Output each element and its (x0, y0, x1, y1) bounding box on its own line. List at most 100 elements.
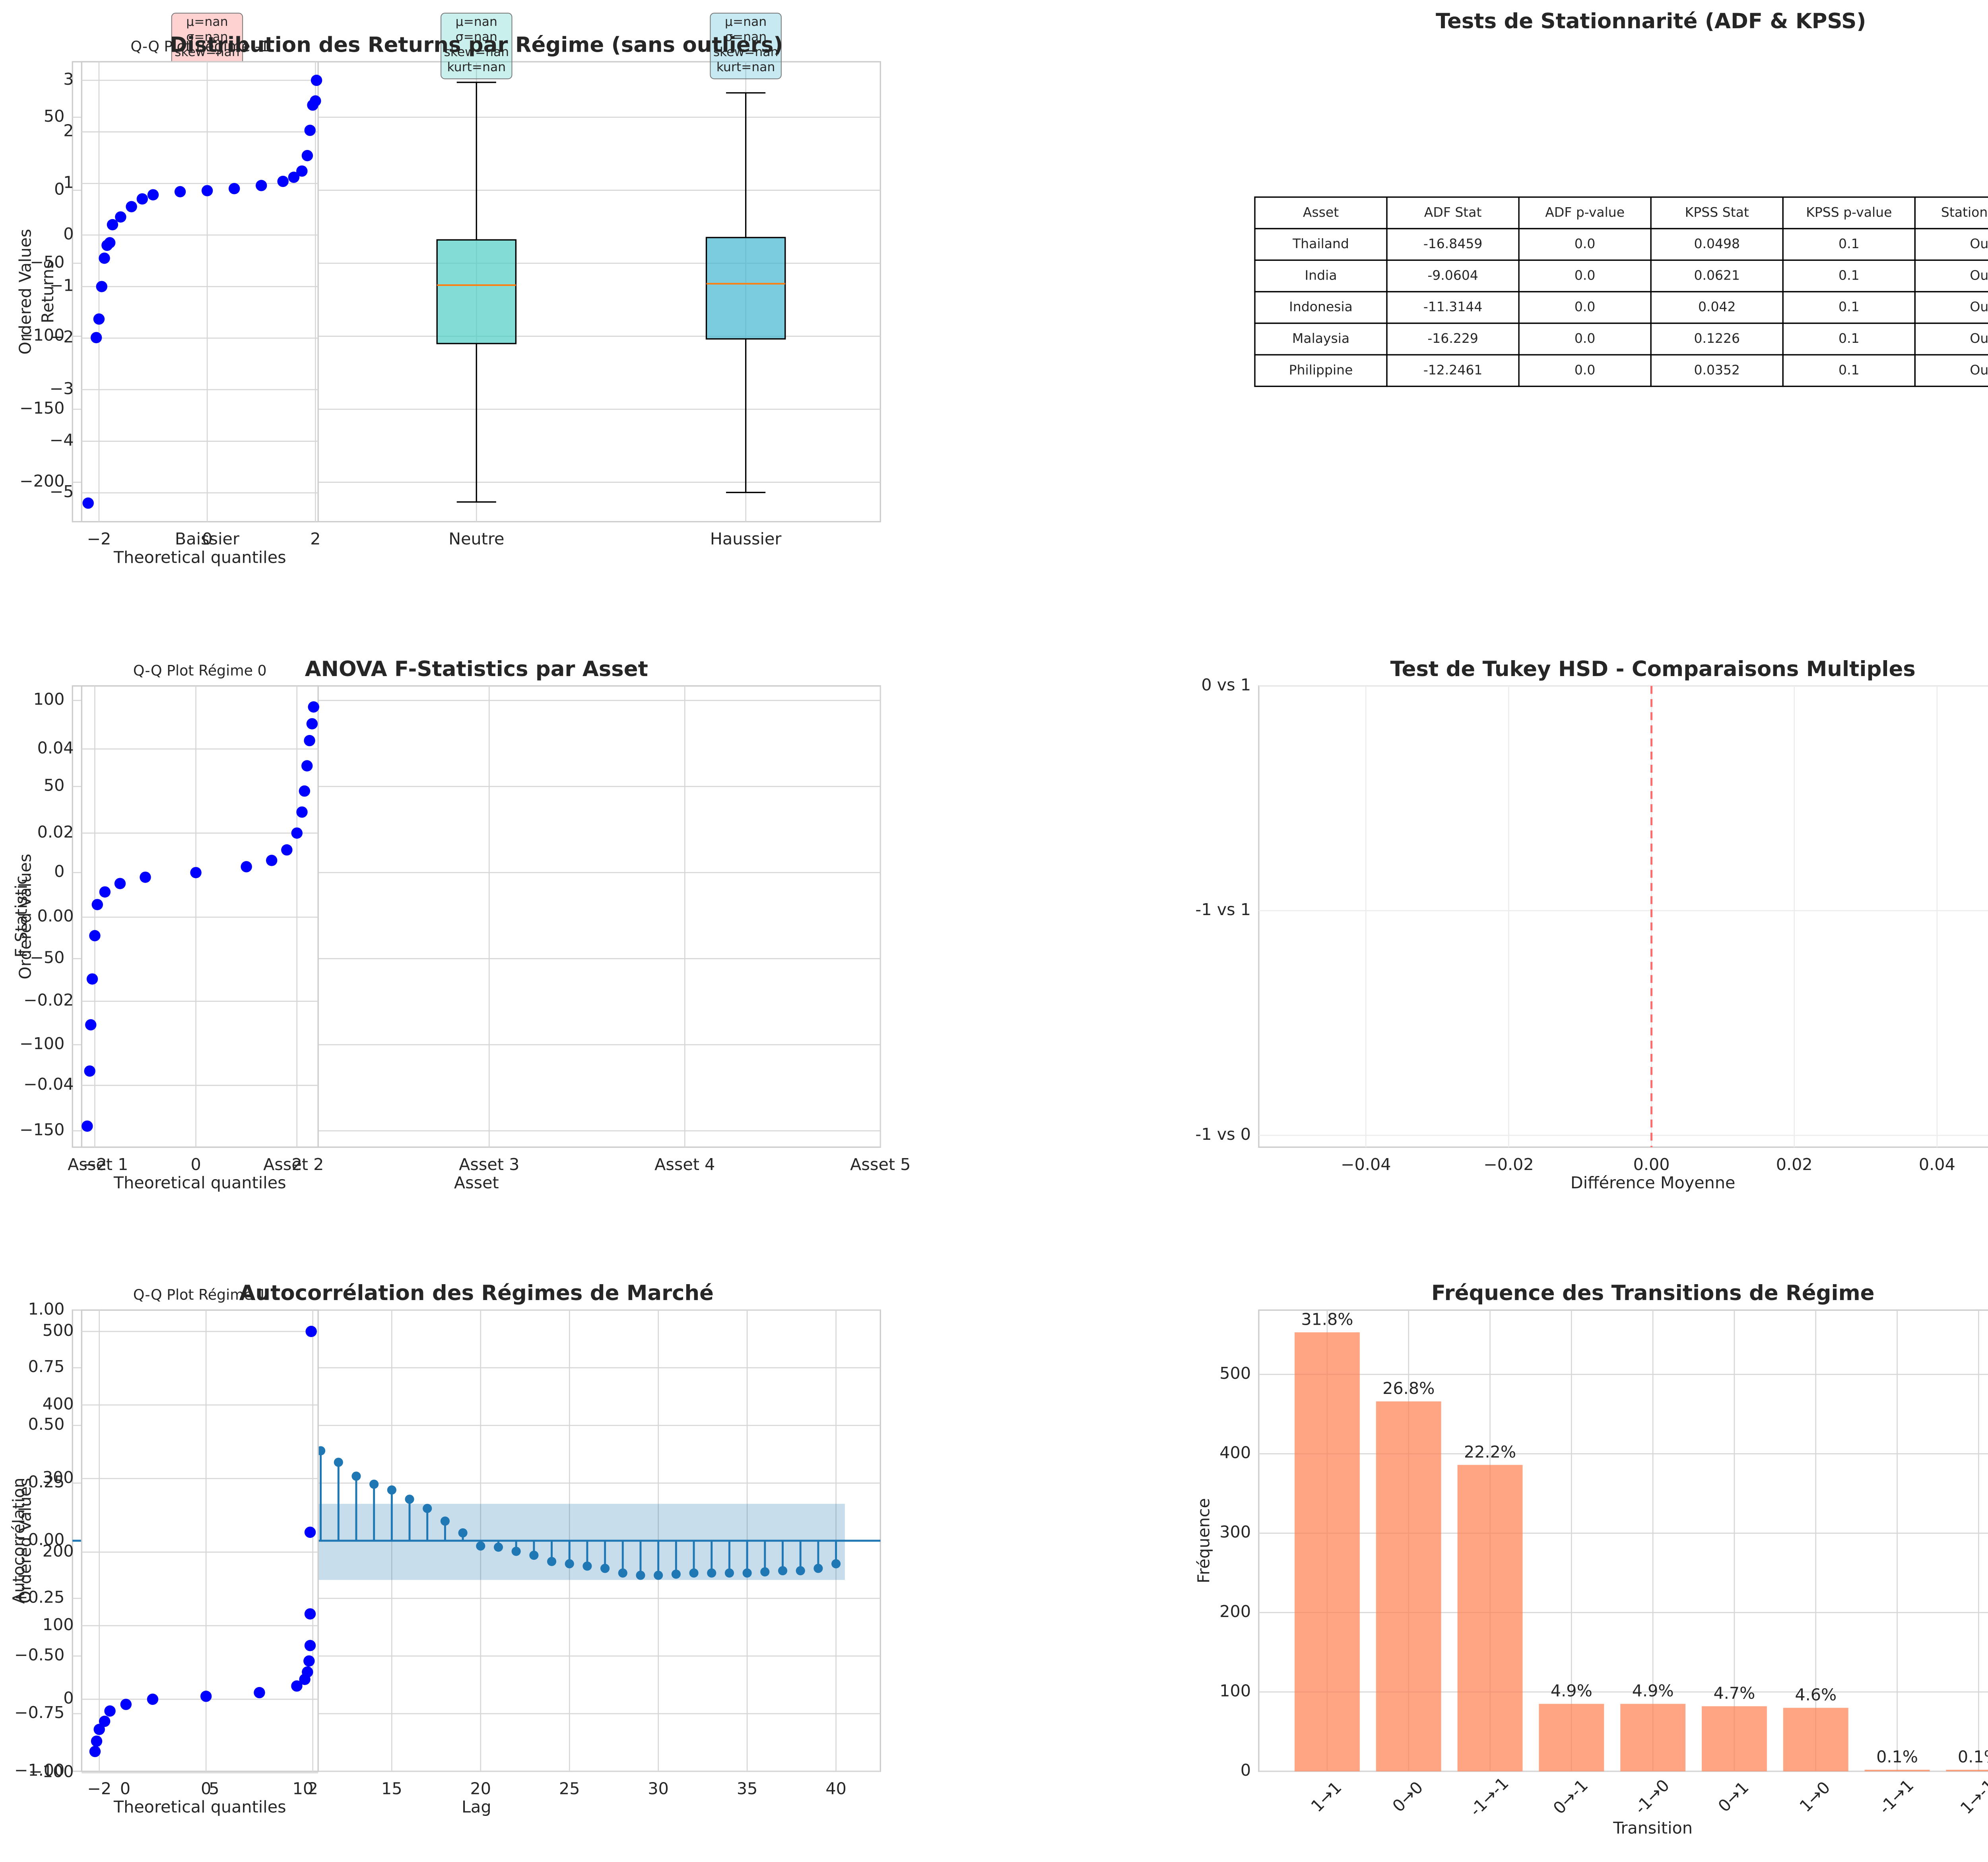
y-tick-label: 300 (1219, 1522, 1251, 1541)
x-tick-label: 0.00 (1633, 1155, 1670, 1174)
bar (1539, 1704, 1604, 1772)
table-text: KPSS p-value (1806, 204, 1892, 220)
y-tick-label: 1 (63, 173, 74, 192)
table-cell (1386, 354, 1520, 387)
axes-title: Q-Q Plot Régime 1 (133, 1286, 267, 1303)
qq-point (301, 150, 313, 161)
qq-point (82, 1120, 93, 1132)
y-tick-label: −100 (19, 1034, 64, 1053)
table-text: -16.8459 (1423, 236, 1483, 251)
table-cell (1254, 354, 1388, 387)
y-tick-label: 500 (1219, 1364, 1251, 1383)
qq-point (93, 1724, 105, 1735)
qq-point (93, 313, 105, 325)
qq-point (304, 1608, 316, 1620)
y-tick-label: 3 (63, 70, 74, 89)
qq-point (85, 1019, 97, 1031)
acf-point (529, 1551, 539, 1560)
qq-point (304, 1640, 316, 1651)
x-tick-label: Asset 1 (68, 1155, 128, 1174)
table-text: -9.0604 (1427, 267, 1478, 283)
axes-title: Q-Q Plot Régime -1 (130, 38, 269, 55)
x-tick-label: 1→0 (1796, 1778, 1834, 1816)
table-cell (1650, 228, 1784, 261)
y-axis-label: Fréquence (1194, 1498, 1213, 1583)
y-tick-label: 0 (1241, 1761, 1251, 1780)
x-tick-label: Neutre (448, 529, 504, 548)
qq-point (304, 735, 315, 746)
table-text: 0.0 (1574, 236, 1596, 251)
stat-text: σ=nan (725, 30, 767, 44)
stat-text: skew=nan (713, 45, 779, 59)
y-tick-label: 0 (63, 1689, 74, 1708)
acf-point (334, 1458, 343, 1467)
qq-point (296, 165, 308, 177)
y-tick-label: 100 (33, 690, 65, 709)
qq-point (241, 861, 252, 873)
y-tick-label: 300 (43, 1468, 74, 1487)
table-cell (1518, 354, 1652, 387)
table-text: India (1305, 267, 1337, 283)
x-tick-label: 0→-1 (1549, 1776, 1592, 1818)
x-tick-label: -1→0 (1631, 1776, 1673, 1818)
x-tick-label: 35 (737, 1779, 758, 1798)
axes-frame (81, 61, 319, 523)
y-tick-label: 100 (1219, 1681, 1251, 1700)
acf-point (547, 1557, 557, 1566)
table-title: Tests de Stationnarité (ADF & KPSS) (1436, 9, 1866, 33)
qq-point (147, 189, 159, 200)
y-tick-label: 0 (54, 179, 64, 198)
stat-text: μ=nan (456, 15, 497, 29)
x-tick-label: 0→0 (1389, 1778, 1427, 1816)
x-tick-label: −2 (87, 1779, 111, 1798)
qq-point (305, 1326, 317, 1337)
qq-point (86, 973, 98, 985)
x-tick-label: 0 (190, 1155, 201, 1174)
y-tick-label: 0.25 (28, 1472, 64, 1491)
bar-label: 26.8% (1382, 1379, 1435, 1398)
qq-point (190, 867, 202, 879)
qq-point (96, 281, 107, 292)
bar-label: 31.8% (1301, 1310, 1353, 1329)
y-tick-label: 0 vs 1 (1201, 675, 1251, 694)
acf-point (742, 1568, 752, 1578)
qq-point (104, 1705, 116, 1717)
qq-point (277, 175, 289, 187)
x-tick-label: 0.04 (1919, 1155, 1955, 1174)
table-text: -16.229 (1427, 330, 1478, 346)
acf-point (724, 1568, 734, 1578)
x-tick-label: −0.02 (1483, 1155, 1534, 1174)
qq-point (310, 95, 321, 107)
y-tick-label: 0.00 (37, 906, 74, 925)
bar-label: 4.9% (1632, 1681, 1674, 1701)
table-text: ADF p-value (1545, 204, 1625, 220)
table-text: Oui (1970, 299, 1988, 315)
qq-point (301, 760, 313, 772)
bar (1864, 1770, 1930, 1772)
qq-point (256, 180, 267, 191)
x-tick-label: 0 (202, 529, 212, 548)
table-cell (1782, 228, 1916, 261)
x-tick-label: −0.04 (1341, 1155, 1391, 1174)
table-text: ADF Stat (1424, 204, 1482, 220)
axes-title: Autocorrélation des Régimes de Marché (239, 1281, 714, 1305)
x-tick-label: 5 (209, 1779, 219, 1798)
qq-point (104, 237, 116, 249)
stat-text: kurt=nan (716, 60, 775, 74)
y-tick-label: 400 (1219, 1443, 1251, 1462)
qq-point (120, 1699, 132, 1710)
y-tick-label: 200 (1219, 1602, 1251, 1621)
bar (1702, 1706, 1767, 1772)
table-text: 0.0 (1574, 330, 1596, 346)
y-tick-label: 0.75 (28, 1357, 64, 1376)
stat-text: σ=nan (186, 30, 228, 44)
acf-point (493, 1542, 503, 1552)
bar-label: 4.6% (1795, 1685, 1837, 1705)
acf-point (582, 1561, 592, 1571)
table-text: Stationnaire (1941, 204, 1988, 220)
axes-frame (1258, 685, 1988, 1148)
x-tick-label: −2 (83, 1155, 107, 1174)
axes-title: Test de Tukey HSD - Comparaisons Multipl… (1390, 657, 1916, 681)
stat-text: μ=nan (186, 15, 228, 29)
table-cell (1782, 323, 1916, 356)
